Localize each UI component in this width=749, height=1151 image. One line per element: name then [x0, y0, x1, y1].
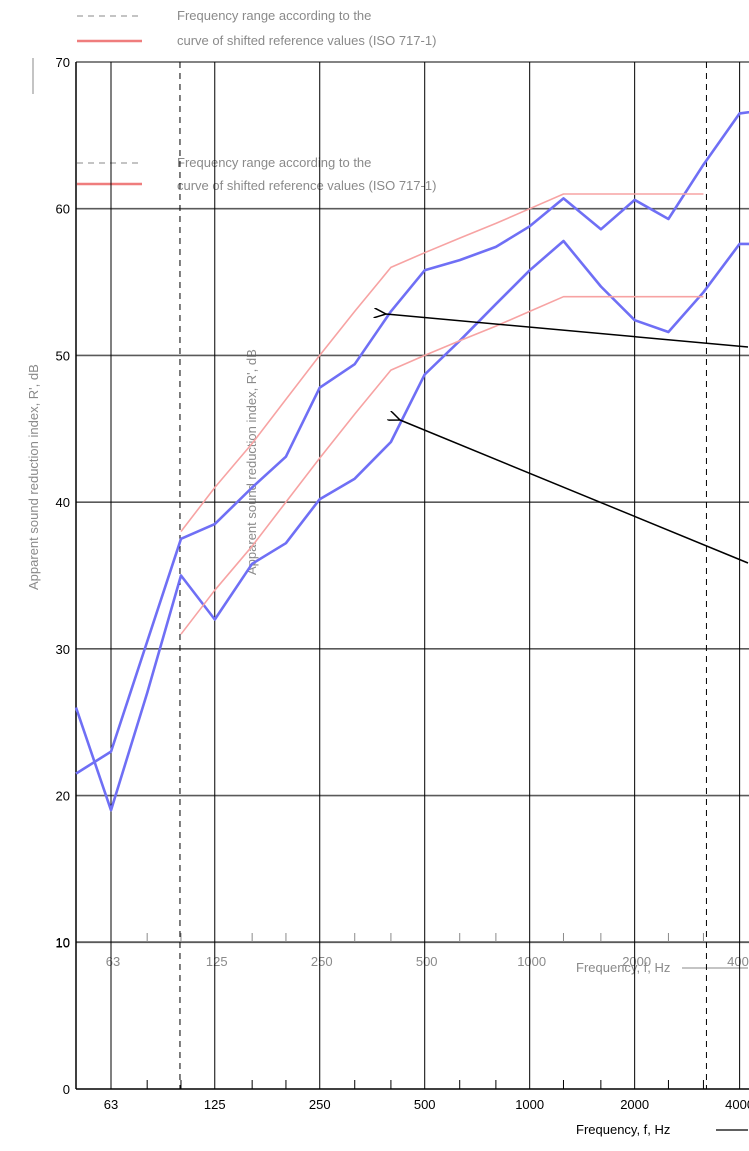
measured-curve-line: [75, 110, 749, 775]
x-tick-label: 500: [414, 1097, 436, 1112]
grid: [75, 61, 749, 1090]
y-tick-label: 40: [56, 495, 70, 510]
ghost-x-tick-label: 4000: [727, 954, 749, 969]
legend-range-label: Frequency range according to the: [177, 8, 371, 23]
ghost-x-tick-label: 2000: [622, 954, 651, 969]
overlay-range-label: Frequency range according to the: [177, 155, 371, 170]
overlay-ylabel: Apparent sound reduction index, R', dB: [244, 349, 259, 575]
ghost-x-tick-label: 250: [311, 954, 333, 969]
overlay-reference-label: curve of shifted reference values (ISO 7…: [177, 178, 436, 193]
legend-reference-label: curve of shifted reference values (ISO 7…: [177, 33, 436, 48]
x-tick-labels: 63 125 250 500 1000 2000 4000: [104, 1097, 749, 1112]
series-layer: [74, 110, 749, 812]
y-axis-title: Apparent sound reduction index, R', dB: [26, 364, 41, 590]
ghost-x-tick-label: 125: [206, 954, 228, 969]
x-tick-label: 4000: [725, 1097, 749, 1112]
x-tick-label: 250: [309, 1097, 331, 1112]
ghost-x-tick-labels: 63 125 250 500 1000 2000 4000: [106, 954, 749, 969]
overlay-copy: Frequency range according to the curve o…: [77, 155, 749, 975]
x-tick-label: 2000: [620, 1097, 649, 1112]
ghost-x-tick-label: 1000: [517, 954, 546, 969]
annotation-arrow-lower: [400, 420, 749, 564]
x-tick-label: 125: [204, 1097, 226, 1112]
reference-curve-line: [180, 295, 704, 635]
legend: Frequency range according to the curve o…: [77, 8, 436, 48]
ghost-x-tick-label: 500: [416, 954, 438, 969]
y-tick-label: 10: [56, 935, 70, 950]
y-tick-label: 30: [56, 642, 70, 657]
ghost-y-tick-label: 10: [56, 935, 70, 950]
annotation-arrow-upper: [386, 314, 749, 348]
ghost-x-tick-label: 63: [106, 954, 120, 969]
measured-curve-line: [74, 239, 749, 812]
ghost-x-axis-title: Frequency, f, Hz: [576, 960, 670, 975]
x-axis-title: Frequency, f, Hz: [576, 1122, 670, 1137]
y-tick-label: 20: [56, 789, 70, 804]
x-tick-label: 63: [104, 1097, 118, 1112]
y-tick-label: 70: [56, 55, 70, 70]
reference-curve-line: [180, 193, 704, 532]
y-tick-label: 50: [56, 348, 70, 363]
y-tick-label: 0: [63, 1082, 70, 1097]
x-tick-label: 1000: [515, 1097, 544, 1112]
y-tick-label: 60: [56, 202, 70, 217]
